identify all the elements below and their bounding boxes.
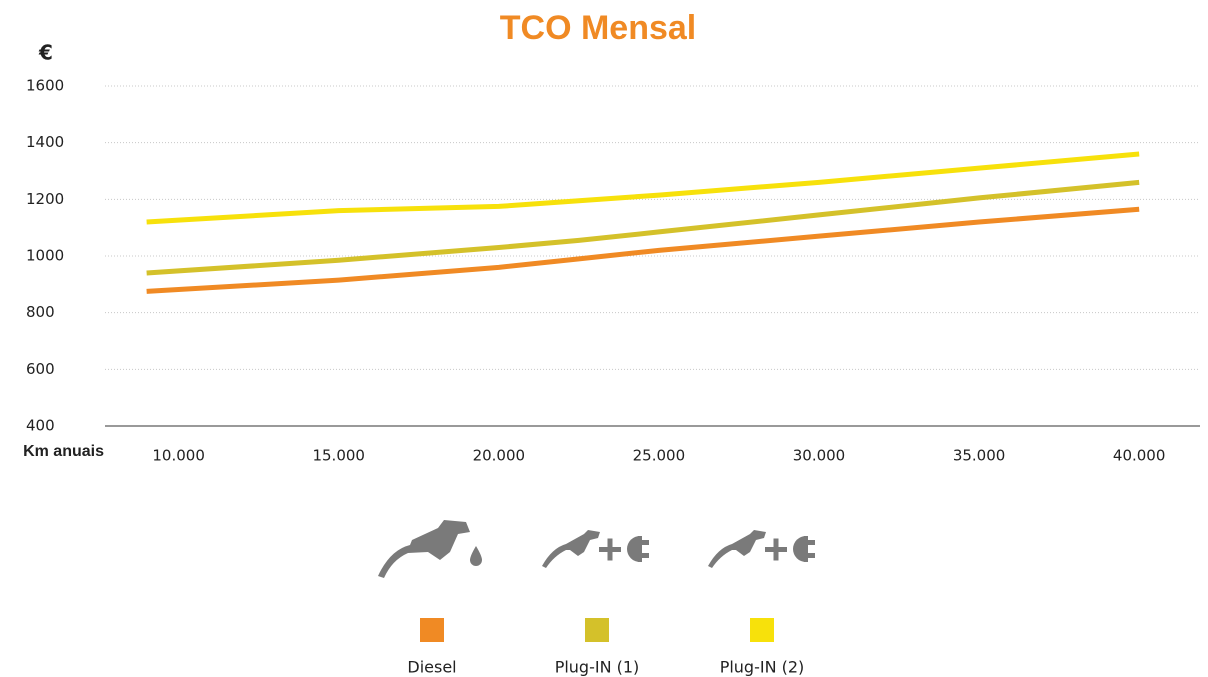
x-tick-label: 10.000 xyxy=(152,447,205,465)
x-tick-label: 30.000 xyxy=(793,447,846,465)
y-tick-label: 1400 xyxy=(26,133,64,151)
series-line xyxy=(146,151,1140,225)
x-tick-label: 25.000 xyxy=(633,447,686,465)
y-tick-label: 600 xyxy=(26,360,55,378)
pump-drop-icon xyxy=(378,520,482,578)
x-tick-label: 35.000 xyxy=(953,447,1006,465)
legend-swatch xyxy=(750,618,774,642)
y-tick-label: 1000 xyxy=(26,247,64,265)
chart-title: TCO Mensal xyxy=(500,9,696,47)
y-tick-label: 800 xyxy=(26,303,55,321)
series-line xyxy=(146,179,1140,276)
pump-plug-icon xyxy=(542,530,649,568)
x-tick-label: 15.000 xyxy=(312,447,365,465)
x-tick-label: 40.000 xyxy=(1113,447,1166,465)
x-axis-label: Km anuais xyxy=(23,443,104,460)
legend-swatch xyxy=(585,618,609,642)
y-axis-label: € xyxy=(38,41,53,65)
y-tick-label: 1200 xyxy=(26,190,64,208)
legend-label: Diesel xyxy=(407,658,456,677)
legend-label: Plug-IN (2) xyxy=(720,658,805,677)
legend-icons xyxy=(378,520,815,578)
pump-plug-icon xyxy=(708,530,815,568)
series-line xyxy=(146,206,1140,294)
legend-label: Plug-IN (1) xyxy=(555,658,640,677)
legend-swatch xyxy=(420,618,444,642)
y-tick-label: 1600 xyxy=(26,77,64,95)
x-tick-label: 20.000 xyxy=(473,447,526,465)
y-tick-label: 400 xyxy=(26,417,55,435)
